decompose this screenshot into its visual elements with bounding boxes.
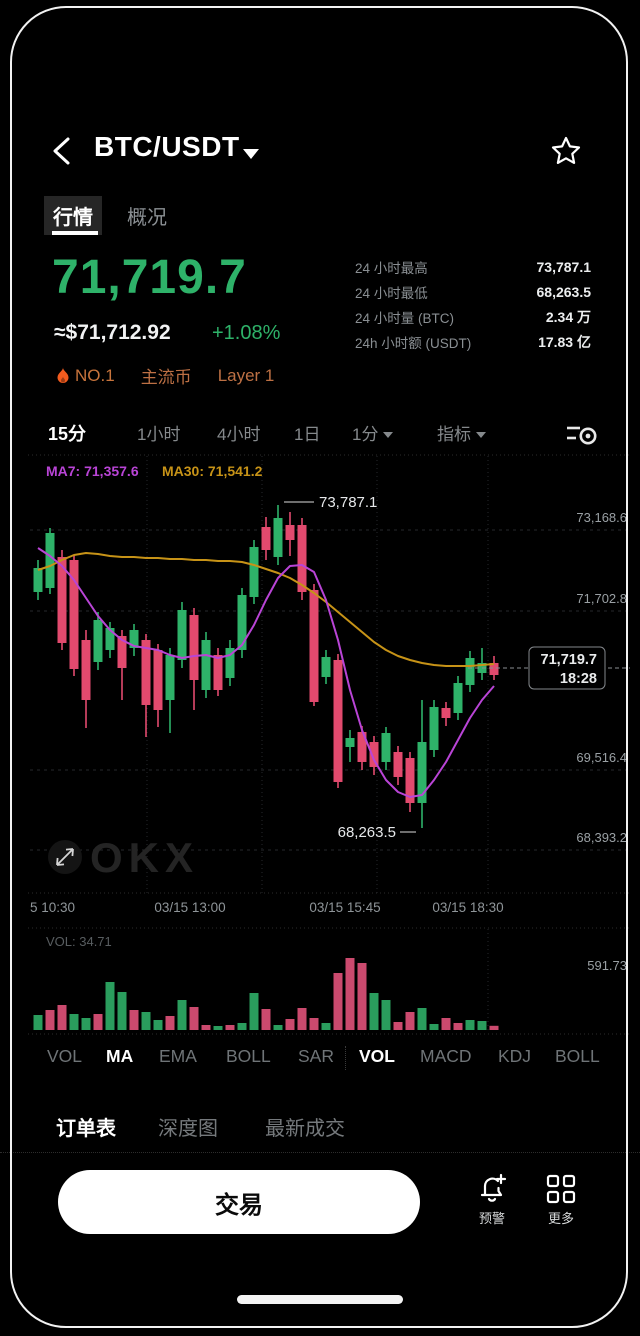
svg-text:73,787.1: 73,787.1: [319, 494, 377, 511]
svg-text:73,168.6: 73,168.6: [576, 510, 627, 525]
active-tab-underline: [52, 231, 98, 235]
timeframe-15m[interactable]: 15分: [48, 424, 87, 444]
tag-mainstream[interactable]: 主流币: [140, 368, 192, 387]
svg-text:03/15 15:45: 03/15 15:45: [309, 900, 380, 915]
timeframe-1d[interactable]: 1日: [294, 425, 321, 444]
indicator-kdj[interactable]: KDJ: [498, 1046, 532, 1066]
stat-row: 24h 小时额 (USDT) 17.83 亿: [355, 333, 591, 351]
tab-quotes[interactable]: 行情: [44, 196, 102, 235]
svg-text:OKX: OKX: [90, 834, 199, 881]
more-label: 更多: [547, 1211, 574, 1226]
volume-bars: [33, 958, 499, 1030]
alert-tool[interactable]: 预警: [460, 1172, 524, 1227]
indicator-sar[interactable]: SAR: [298, 1046, 334, 1066]
tab-depth-chart[interactable]: 深度图: [158, 1118, 218, 1140]
chevron-down-icon: [383, 432, 394, 438]
svg-text:68,263.5: 68,263.5: [338, 824, 396, 841]
candlestick-layer: [33, 505, 499, 828]
svg-text:71,719.7: 71,719.7: [541, 652, 597, 668]
rank-label: NO.1: [75, 365, 115, 385]
timeframe-more-dropdown[interactable]: 1分: [352, 420, 394, 445]
rank-badge[interactable]: NO.1: [56, 366, 115, 386]
tag-layer1[interactable]: Layer 1: [217, 365, 275, 385]
stat-row: 24 小时最高 73,787.1: [355, 258, 591, 276]
tab-latest-trades[interactable]: 最新成交: [265, 1118, 345, 1140]
timeframe-4h[interactable]: 4小时: [217, 425, 261, 444]
chevron-left-icon: [53, 137, 70, 165]
more-tool[interactable]: 更多: [529, 1172, 593, 1227]
stats-panel: 24 小时最高 73,787.1 24 小时最低 68,263.5 24 小时量 (…: [355, 254, 591, 354]
pair-title[interactable]: BTC/USDT: [94, 131, 240, 162]
svg-text:18:28: 18:28: [560, 671, 597, 687]
indicator-vol-sub[interactable]: VOL: [359, 1046, 395, 1066]
chart-settings-icon[interactable]: [565, 421, 599, 447]
home-indicator[interactable]: [237, 1295, 403, 1304]
indicator-group-divider: [345, 1046, 346, 1070]
svg-text:69,516.4: 69,516.4: [576, 750, 627, 765]
volume-axis-max: 591.73: [587, 958, 627, 973]
timeframe-bar: 15分 1小时 4小时 1日 1分 指标: [0, 418, 640, 450]
indicator-dropdown[interactable]: 指标: [437, 420, 486, 445]
y-axis-labels: 73,168.6 71,702.8 69,516.4 68,393.2: [30, 510, 630, 851]
stat-row: 24 小时量 (BTC) 2.34 万: [355, 308, 591, 326]
ma30-legend: MA30: 71,541.2: [162, 463, 263, 479]
pair-dropdown-caret-icon[interactable]: [243, 149, 259, 159]
okx-watermark: OKX: [48, 834, 199, 881]
change-percent: +1.08%: [212, 322, 281, 344]
favorite-star-icon[interactable]: [550, 135, 582, 167]
volume-current-label: VOL: 34.71: [46, 934, 112, 949]
indicator-boll[interactable]: BOLL: [226, 1046, 271, 1066]
ma7-line: [37, 547, 495, 798]
indicator-vol-main[interactable]: VOL: [47, 1046, 83, 1066]
indicator-ema[interactable]: EMA: [159, 1046, 197, 1066]
high-annotation: 73,787.1: [284, 494, 377, 511]
ma7-legend: MA7: 71,357.6: [46, 463, 139, 479]
x-axis-labels: 5 10:30 03/15 13:00 03/15 15:45 03/15 18:30: [30, 900, 504, 915]
back-button[interactable]: [50, 136, 76, 166]
tab-order-book[interactable]: 订单表: [56, 1118, 116, 1140]
alert-label: 预警: [478, 1211, 505, 1226]
stat-row: 24 小时最低 68,263.5: [355, 283, 591, 301]
indicator-ma[interactable]: MA: [106, 1046, 134, 1066]
svg-text:03/15 13:00: 03/15 13:00: [154, 900, 225, 915]
fiat-price: ≈$71,712.92: [54, 321, 171, 344]
divider: [0, 1152, 640, 1153]
trade-button[interactable]: 交易: [58, 1170, 420, 1234]
svg-text:03/15 18:30: 03/15 18:30: [432, 900, 503, 915]
ma30-line: [37, 552, 495, 667]
badge-row: NO.1 主流币 Layer 1: [56, 363, 274, 388]
tab-overview[interactable]: 概况: [127, 207, 167, 229]
low-annotation: 68,263.5: [338, 824, 416, 841]
price-marker: 71,719.7 18:28: [468, 646, 630, 690]
indicator-boll-sub[interactable]: BOLL: [555, 1046, 600, 1066]
grid-more-icon: [546, 1174, 576, 1204]
indicator-tab-bar: VOL MA EMA BOLL SAR VOL MACD KDJ BOLL: [0, 1042, 640, 1076]
alert-bell-plus-icon: [480, 1173, 507, 1202]
timeframe-1h[interactable]: 1小时: [137, 425, 181, 444]
last-price: 71,719.7: [52, 251, 247, 304]
svg-text:5 10:30: 5 10:30: [30, 900, 75, 915]
kline-chart[interactable]: 73,168.6 71,702.8 69,516.4 68,393.2 OKX VOL:…: [0, 450, 640, 1050]
chevron-down-icon: [476, 432, 486, 438]
indicator-macd[interactable]: MACD: [420, 1046, 472, 1066]
flame-icon: [57, 366, 69, 383]
svg-text:68,393.2: 68,393.2: [576, 830, 627, 845]
svg-text:71,702.8: 71,702.8: [576, 591, 627, 606]
